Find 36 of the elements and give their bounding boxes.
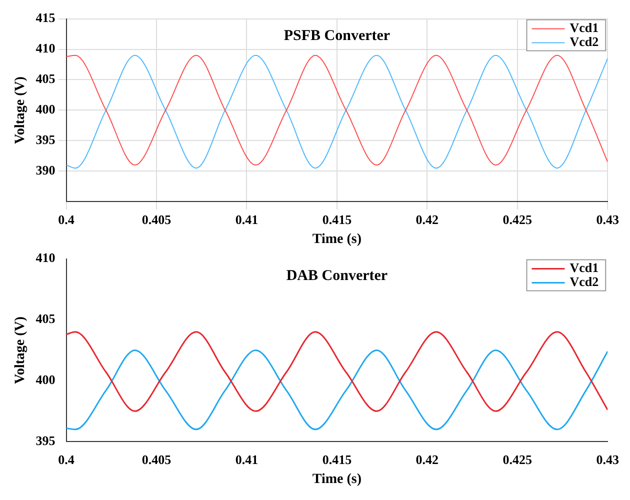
legend-label: Vcd2 — [570, 274, 599, 290]
y-axis-title: Voltage (V) — [13, 76, 28, 144]
y-tick-label: 395 — [36, 432, 56, 448]
y-axis-title: Voltage (V) — [13, 316, 28, 384]
y-tick-label: 400 — [36, 372, 56, 388]
legend-label: Vcd2 — [570, 34, 599, 50]
line-series — [66, 331, 608, 412]
y-tick-label: 400 — [36, 102, 56, 117]
y-tick-label: 405 — [36, 311, 56, 326]
y-tick-label: 410 — [36, 250, 56, 266]
y-tick-label: 395 — [36, 132, 56, 148]
x-tick-label: 0.42 — [416, 452, 439, 467]
y-tick-label: 410 — [36, 40, 56, 56]
legend-label: Vcd1 — [570, 260, 599, 276]
x-axis-title: Time (s) — [312, 232, 362, 248]
x-tick-label: 0.405 — [142, 452, 172, 467]
x-axis-title: Time (s) — [312, 472, 362, 488]
x-tick-label: 0.425 — [502, 452, 533, 467]
x-tick-label: 0.42 — [416, 212, 439, 227]
x-tick-label: 0.425 — [502, 212, 533, 227]
x-tick-label: 0.4 — [58, 452, 75, 467]
x-tick-label: 0.4 — [58, 212, 75, 227]
x-tick-label: 0.41 — [235, 452, 258, 467]
x-tick-label: 0.415 — [322, 452, 352, 467]
x-tick-label: 0.43 — [596, 452, 620, 467]
text: DAB Converter — [286, 268, 388, 284]
x-tick-label: 0.405 — [142, 212, 172, 227]
line-series — [66, 349, 608, 430]
y-tick-label: 415 — [36, 10, 56, 26]
y-tick-label: 405 — [36, 71, 56, 86]
text: PSFB Converter — [284, 28, 390, 44]
x-tick-label: 0.41 — [235, 212, 258, 227]
y-tick-label: 390 — [36, 162, 56, 178]
x-tick-label: 0.43 — [596, 212, 620, 227]
x-tick-label: 0.415 — [322, 212, 352, 227]
legend-label: Vcd1 — [570, 20, 599, 36]
